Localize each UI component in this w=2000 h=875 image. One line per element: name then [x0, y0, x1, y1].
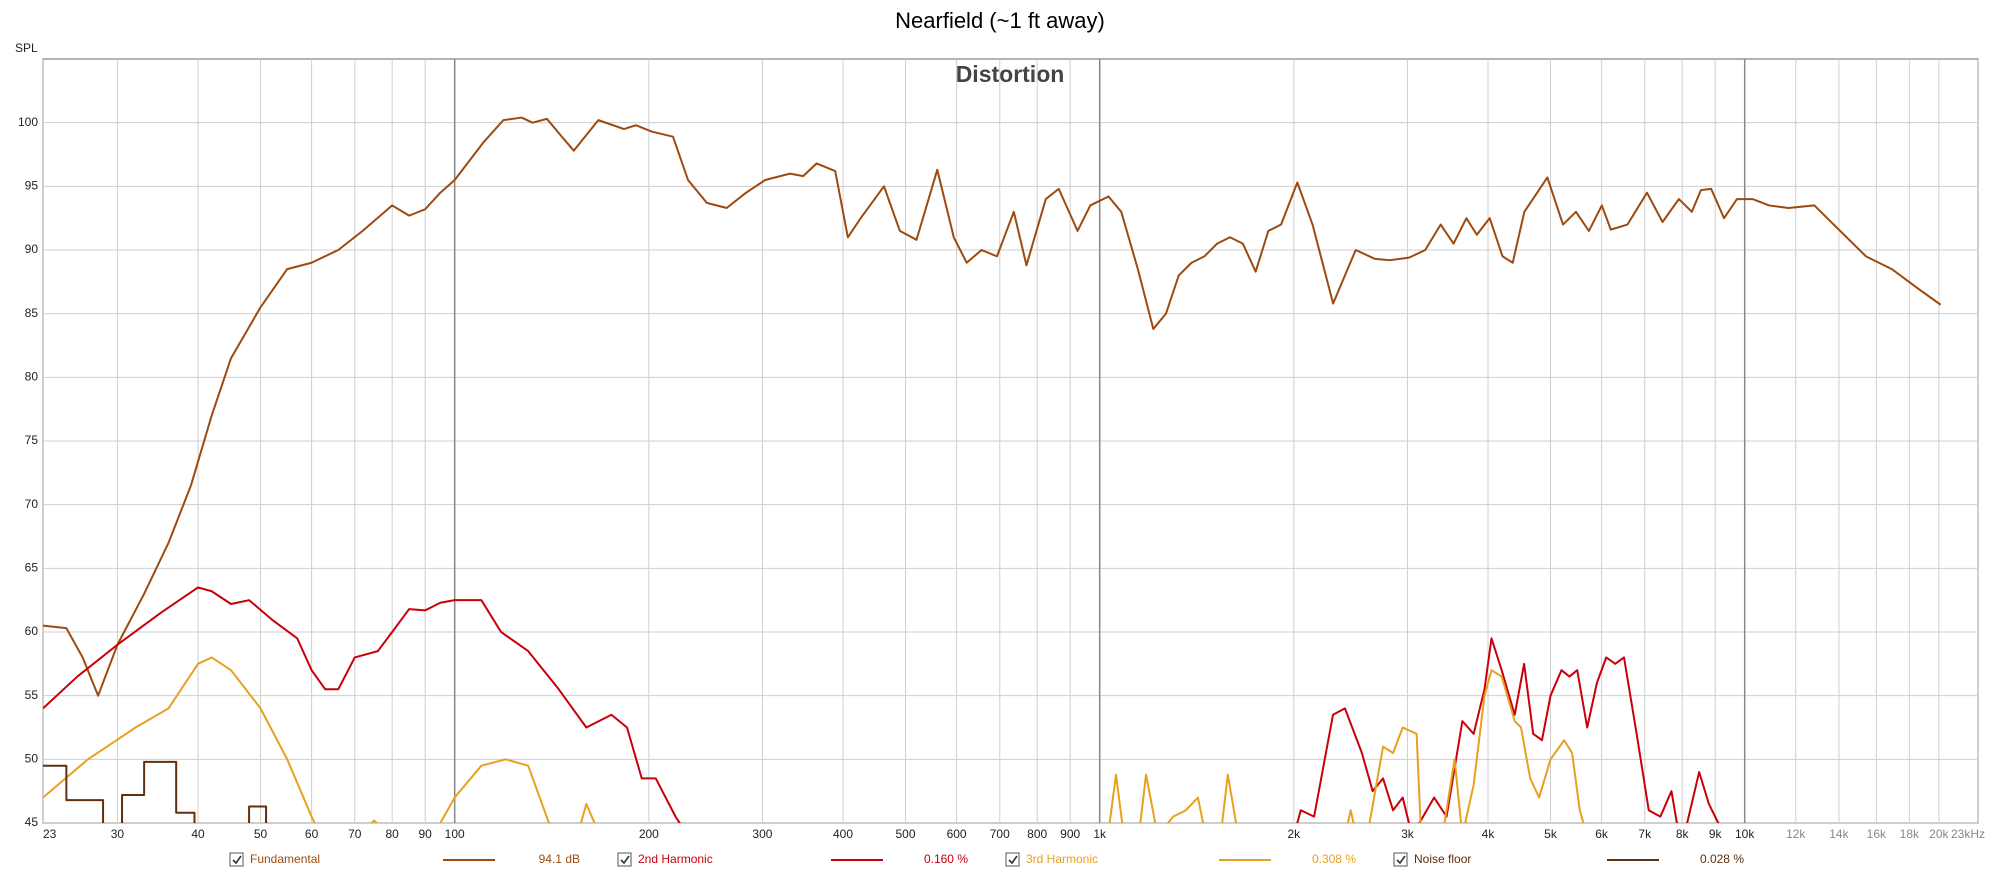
legend-checkbox [1393, 852, 1408, 867]
x-tick-label: 80 [385, 827, 399, 841]
x-tick-label: 600 [947, 827, 967, 841]
x-tick-label: 6k [1595, 827, 1609, 841]
legend-checkbox [617, 852, 632, 867]
x-tick-label: 8k [1676, 827, 1690, 841]
x-tick-label: 10k [1735, 827, 1755, 841]
x-tick-label: 9k [1709, 827, 1723, 841]
legend-check [232, 855, 242, 865]
legend-checkbox [1005, 852, 1020, 867]
x-tick-label: 7k [1638, 827, 1652, 841]
legend-value: 94.1 dB [539, 852, 580, 866]
legend-label: Fundamental [250, 852, 320, 866]
x-tick-label: 12k [1786, 827, 1806, 841]
x-tick-label: 90 [418, 827, 432, 841]
y-tick-label: 75 [25, 433, 39, 447]
x-tick-label: 30 [111, 827, 125, 841]
legend-check [1008, 855, 1018, 865]
x-tick-label: 800 [1027, 827, 1047, 841]
y-tick-label: 70 [25, 497, 39, 511]
legend-label: Noise floor [1414, 852, 1471, 866]
x-tick-label: 16k [1867, 827, 1887, 841]
y-axis-label: SPL [15, 41, 38, 55]
series-line [43, 760, 268, 823]
legend: Fundamental 94.1 dB 2nd Harmonic 0.160 % 3rd… [229, 852, 1744, 867]
chart-title: Nearfield (~1 ft away) [895, 8, 1105, 33]
legend-value: 0.028 % [1700, 852, 1744, 866]
x-tick-label: 4k [1482, 827, 1496, 841]
tick-labels: 45 50 55 60 65 70 75 80 85 90 95 100 23 30 40 50 60 70 80 9… [18, 115, 1985, 841]
x-tick-label: 3k [1401, 827, 1415, 841]
y-tick-label: 60 [25, 624, 39, 638]
series-line [43, 656, 1585, 823]
x-tick-label: 200 [639, 827, 659, 841]
x-tick-label: 70 [348, 827, 362, 841]
x-tick-label: 2k [1288, 827, 1302, 841]
lines [43, 116, 1942, 823]
y-tick-label: 85 [25, 306, 39, 320]
x-tick-label: 18k [1900, 827, 1920, 841]
x-tick-label: 1k [1093, 827, 1107, 841]
legend-label: 3rd Harmonic [1026, 852, 1098, 866]
x-tick-label: 40 [191, 827, 205, 841]
x-tick-label: 100 [445, 827, 465, 841]
y-tick-label: 90 [25, 242, 39, 256]
x-tick-label: 900 [1060, 827, 1080, 841]
chart-subtitle: Distortion [956, 61, 1065, 87]
grid [42, 59, 1979, 824]
y-tick-label: 95 [25, 179, 39, 193]
x-tick-label: 400 [833, 827, 853, 841]
legend-checkbox [229, 852, 244, 867]
series-line [43, 586, 1720, 823]
y-tick-label: 80 [25, 370, 39, 384]
x-tick-label: 60 [305, 827, 319, 841]
x-tick-label: 300 [752, 827, 772, 841]
y-tick-label: 55 [25, 688, 39, 702]
x-tick-label: 20k [1929, 827, 1949, 841]
legend-check [620, 855, 630, 865]
y-tick-label: 100 [18, 115, 38, 129]
x-tick-label: 23 [43, 827, 57, 841]
legend-label: 2nd Harmonic [638, 852, 713, 866]
x-tick-label: 14k [1829, 827, 1849, 841]
y-tick-label: 45 [25, 815, 39, 829]
x-tick-label: 23kHz [1951, 827, 1985, 841]
series-line [43, 116, 1942, 697]
x-tick-label: 50 [254, 827, 268, 841]
legend-check [1396, 855, 1406, 865]
x-tick-label: 5k [1544, 827, 1558, 841]
legend-value: 0.160 % [924, 852, 968, 866]
y-tick-label: 50 [25, 752, 39, 766]
x-tick-label: 500 [896, 827, 916, 841]
legend-value: 0.308 % [1312, 852, 1356, 866]
y-tick-label: 65 [25, 561, 39, 575]
x-tick-label: 700 [990, 827, 1010, 841]
